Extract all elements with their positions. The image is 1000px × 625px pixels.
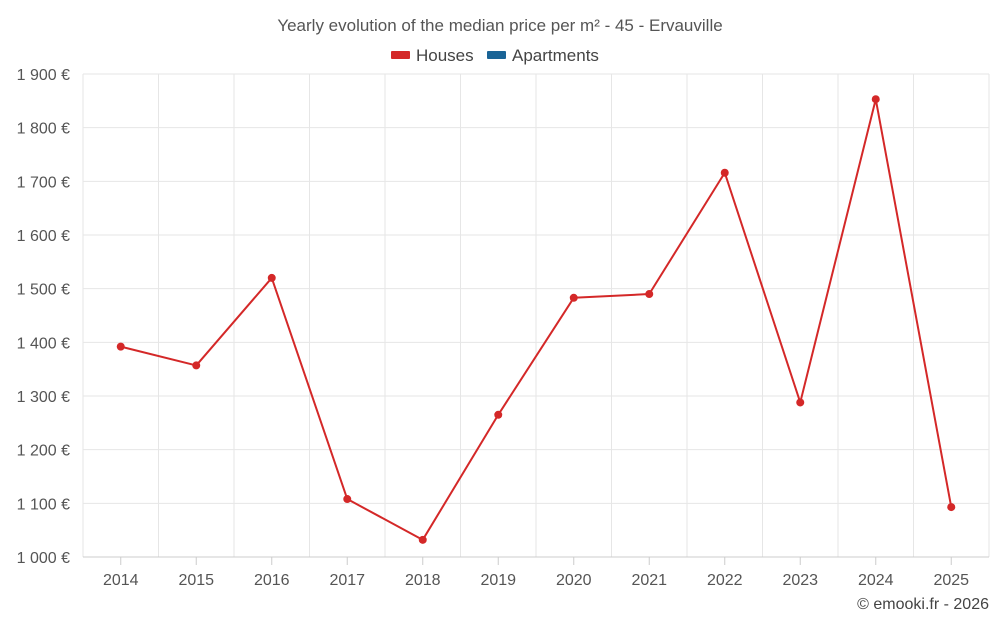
y-tick-label: 1 200 € xyxy=(17,443,70,460)
x-tick-label: 2015 xyxy=(178,572,214,589)
y-tick-label: 1 700 € xyxy=(17,174,70,191)
legend-item-houses[interactable]: Houses xyxy=(391,46,474,65)
y-tick-label: 1 400 € xyxy=(17,335,70,352)
houses-data-point[interactable] xyxy=(192,361,201,370)
y-tick-label: 1 500 € xyxy=(17,282,70,299)
y-tick-label: 1 300 € xyxy=(17,389,70,406)
x-tick-label: 2016 xyxy=(254,572,290,589)
grid xyxy=(82,73,990,557)
x-tick-label: 2020 xyxy=(556,572,592,589)
x-tick-label: 2014 xyxy=(103,572,139,589)
y-tick-label: 1 900 € xyxy=(17,67,70,84)
x-tick-label: 2022 xyxy=(707,572,743,589)
houses-data-point[interactable] xyxy=(947,503,956,512)
houses-data-point[interactable] xyxy=(494,410,503,419)
houses-data-point[interactable] xyxy=(720,168,729,177)
y-tick-label: 1 100 € xyxy=(17,496,70,513)
chart-title: Yearly evolution of the median price per… xyxy=(277,16,722,35)
x-tick-label: 2024 xyxy=(858,572,894,589)
houses-data-point[interactable] xyxy=(569,293,578,302)
y-tick-label: 1 800 € xyxy=(17,121,70,138)
axes: 1 000 € 1 100 € 1 200 € 1 300 € 1 400 € 1 500… xyxy=(17,67,989,589)
legend: Houses Apartments xyxy=(391,46,599,65)
legend-swatch-houses xyxy=(391,51,410,59)
series-houses xyxy=(116,95,956,544)
y-tick-label: 1 600 € xyxy=(17,228,70,245)
credit-text: © emooki.fr - 2026 xyxy=(857,596,989,613)
x-tick-label: 2019 xyxy=(480,572,516,589)
legend-label-apartments: Apartments xyxy=(512,46,599,65)
houses-data-point[interactable] xyxy=(116,342,125,351)
houses-data-point[interactable] xyxy=(645,290,654,299)
houses-data-point[interactable] xyxy=(267,273,276,282)
houses-data-point[interactable] xyxy=(343,495,352,504)
x-tick-label: 2021 xyxy=(631,572,667,589)
houses-data-point[interactable] xyxy=(796,398,805,407)
legend-swatch-apartments xyxy=(487,51,506,59)
houses-line xyxy=(120,98,953,541)
y-tick-label: 1 000 € xyxy=(17,550,70,567)
houses-data-point[interactable] xyxy=(871,95,880,104)
legend-item-apartments[interactable]: Apartments xyxy=(487,46,599,65)
x-tick-label: 2017 xyxy=(329,572,365,589)
x-tick-label: 2018 xyxy=(405,572,441,589)
legend-label-houses: Houses xyxy=(416,46,474,65)
houses-data-point[interactable] xyxy=(418,535,427,544)
x-tick-label: 2023 xyxy=(782,572,818,589)
x-tick-label: 2025 xyxy=(933,572,969,589)
